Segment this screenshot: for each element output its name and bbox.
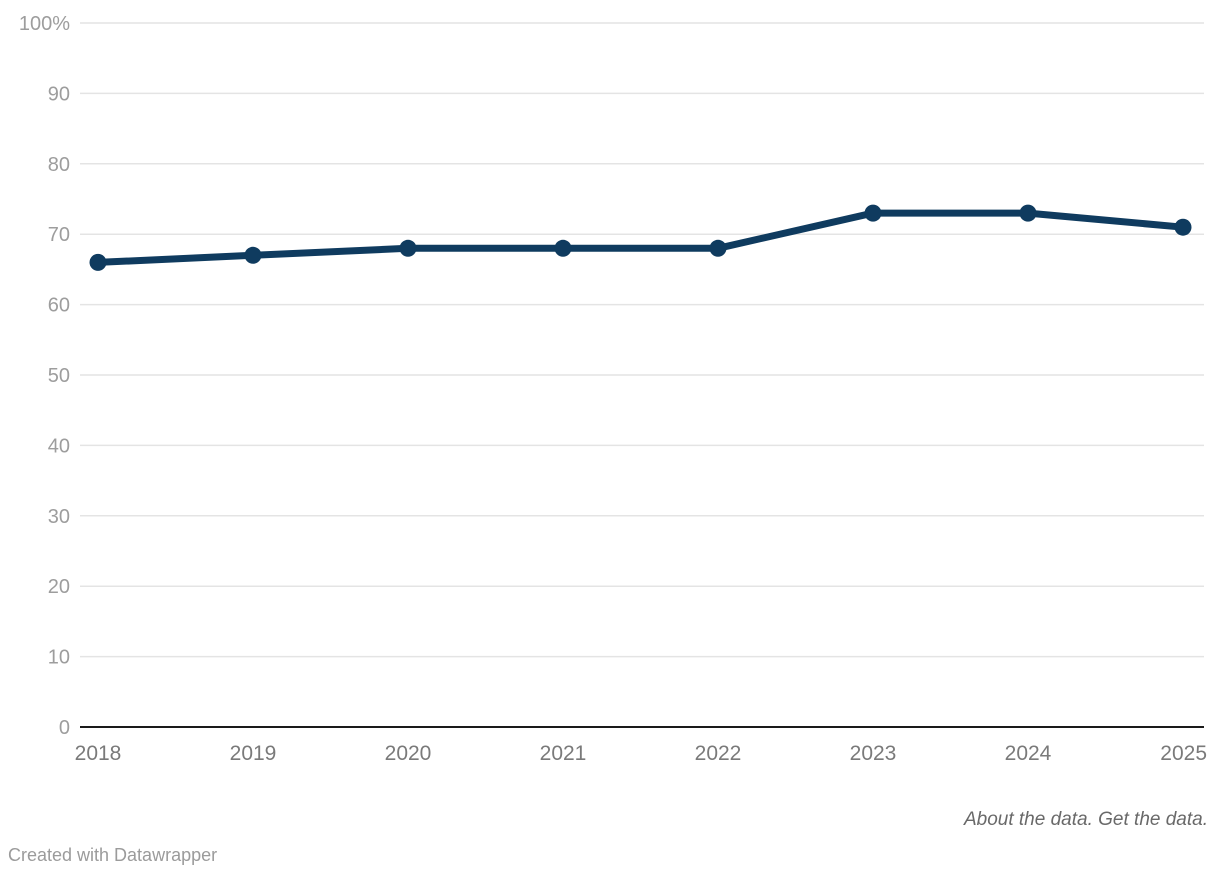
y-tick-label: 0 <box>59 717 70 739</box>
data-point <box>244 246 262 264</box>
data-point <box>1174 218 1192 236</box>
get-the-data-link[interactable]: Get the data. <box>1098 809 1208 830</box>
x-tick-label: 2018 <box>75 742 122 765</box>
y-tick-label: 60 <box>48 295 70 317</box>
x-tick-label: 2025 <box>1160 742 1207 765</box>
x-tick-label: 2021 <box>540 742 587 765</box>
y-tick-label: 70 <box>48 224 70 246</box>
data-point <box>399 239 417 257</box>
about-the-data-link[interactable]: About the data. <box>963 809 1093 830</box>
y-tick-label: 50 <box>48 365 70 387</box>
footer-links: About the data. Get the data. <box>964 809 1208 831</box>
credit-line: Created with Datawrapper <box>8 845 217 866</box>
data-point <box>864 204 882 222</box>
x-tick-label: 2023 <box>850 742 897 765</box>
line-chart: 0 10 20 30 40 50 60 70 80 90 100% 2018 2019 2020 2021 2… <box>19 13 1207 765</box>
data-point <box>89 253 107 271</box>
data-point <box>709 239 727 257</box>
series-line <box>94 209 1187 266</box>
y-tick-label: 90 <box>48 83 70 105</box>
datawrapper-credit-link[interactable]: Created with Datawrapper <box>8 845 218 865</box>
y-tick-label: 30 <box>48 506 70 528</box>
x-tick-label: 2022 <box>695 742 742 765</box>
x-tick-label: 2019 <box>230 742 277 765</box>
y-tick-label: 100% <box>19 13 70 35</box>
x-tick-label: 2024 <box>1005 742 1052 765</box>
data-point <box>1019 204 1037 222</box>
y-tick-label: 80 <box>48 154 70 176</box>
y-tick-label: 20 <box>48 576 70 598</box>
x-tick-label: 2020 <box>385 742 432 765</box>
data-point <box>554 239 572 257</box>
y-tick-label: 40 <box>48 435 70 457</box>
y-tick-label: 10 <box>48 647 70 669</box>
